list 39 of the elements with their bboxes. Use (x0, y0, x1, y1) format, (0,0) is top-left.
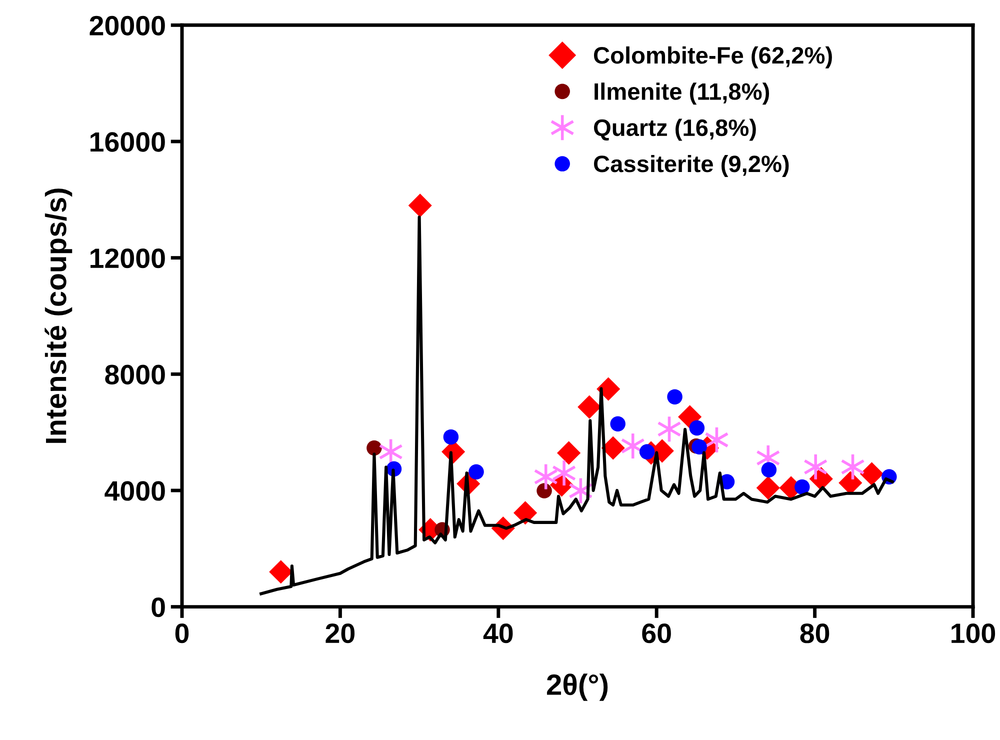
point (761, 462, 777, 478)
point (794, 479, 810, 495)
y-tick-label: 8000 (105, 364, 165, 384)
point (838, 471, 862, 495)
point (408, 194, 432, 218)
point (678, 405, 702, 429)
y-tick-label: 0 (152, 597, 165, 618)
x-tick-label: 0 (175, 624, 189, 644)
point (596, 377, 620, 401)
point (601, 436, 625, 460)
point (443, 429, 459, 445)
legend-label: Cassiterite (9,2%) (594, 154, 789, 177)
x-tick-label: 60 (642, 624, 671, 644)
point (552, 459, 576, 487)
y-tick-label: 4000 (104, 481, 165, 501)
legend-label: Quartz (16,8%) (594, 118, 756, 141)
point (514, 501, 538, 525)
point (692, 439, 707, 454)
point (803, 453, 828, 481)
y-tick-label: 20000 (90, 16, 165, 36)
y-axis-title: Intensité (coups/s) (44, 188, 72, 443)
x-tick-label: 20 (326, 624, 355, 644)
point (578, 395, 602, 419)
point (557, 441, 581, 465)
point (756, 476, 780, 500)
legend-label: Colombite-Fe (62,2%) (594, 46, 832, 68)
x-axis-title: 2θ(°) (546, 674, 608, 701)
point (667, 389, 682, 404)
y-tick-label: 16000 (90, 132, 165, 152)
point (689, 420, 705, 436)
point (468, 464, 484, 480)
x-tick-label: 80 (800, 624, 830, 644)
point (366, 440, 382, 456)
y-tick-label: 12000 (90, 248, 165, 268)
legend-label: Ilmenite (11,8%) (594, 82, 770, 105)
x-tick-label: 100 (952, 624, 996, 644)
x-tick-label: 40 (483, 624, 513, 644)
point (610, 416, 626, 432)
point (860, 462, 884, 486)
